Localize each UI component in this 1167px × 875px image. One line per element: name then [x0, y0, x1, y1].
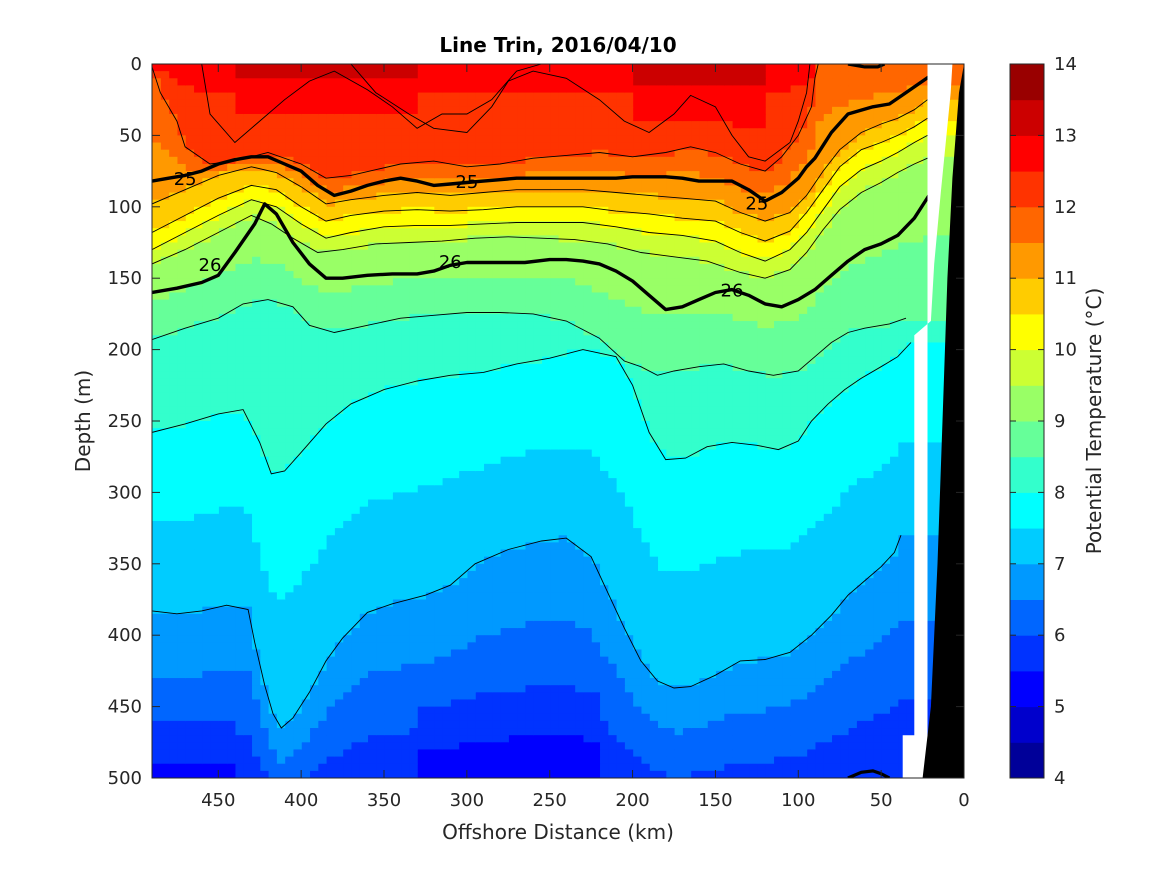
x-axis: 450 400 350 300 250 200 150 100 50 0 [201, 64, 970, 811]
isotherm-line [152, 342, 912, 475]
y-tick-label: 50 [119, 125, 142, 146]
colorbar-segment [1010, 742, 1044, 779]
y-tick-label: 400 [108, 625, 142, 646]
colorbar-tick-label: 7 [1054, 554, 1065, 575]
mask-layer [902, 64, 964, 778]
colorbar-segment [1010, 492, 1044, 529]
colorbar-segment [1010, 421, 1044, 458]
y-tick-label: 0 [131, 54, 142, 75]
colorbar-segment [1010, 349, 1044, 386]
colorbar-tick-label: 5 [1054, 697, 1065, 718]
colorbar-tick-label: 4 [1054, 768, 1065, 789]
isopycnal-label-26: 26 [721, 281, 744, 302]
isopycnal-26-line [152, 191, 933, 312]
seafloor-bathymetry [922, 64, 964, 778]
colorbar: 4 5 6 7 8 9 10 11 12 13 14 [1009, 54, 1077, 789]
colorbar-tick-label: 11 [1054, 268, 1077, 289]
isopycnal-label-26: 26 [439, 252, 462, 273]
isopycnal-label-25: 25 [455, 172, 478, 193]
y-tick-label: 500 [108, 768, 142, 789]
y-tick-label: 450 [108, 697, 142, 718]
y-axis: 0 50 100 150 200 250 300 350 400 450 500 [108, 54, 964, 789]
colorbar-segment [1010, 313, 1044, 351]
isopycnal-label-25: 25 [745, 194, 768, 215]
isotherm-line [152, 535, 902, 729]
plot-area: 25 25 25 26 26 26 [151, 63, 965, 779]
colorbar-segment [1010, 385, 1044, 422]
colorbar-segment [1010, 563, 1044, 600]
temperature-fill-layer [152, 64, 964, 778]
isopycnal-label-layer: 25 25 25 26 26 26 [174, 169, 769, 302]
x-tick-label: 450 [201, 790, 235, 811]
isotherm-line [152, 117, 928, 242]
colorbar-segment [1010, 206, 1044, 243]
x-tick-label: 50 [870, 790, 893, 811]
isopycnal-label-25: 25 [174, 169, 197, 190]
x-tick-label: 150 [698, 790, 732, 811]
colorbar-segment [1010, 528, 1044, 565]
y-tick-label: 200 [108, 340, 142, 361]
x-tick-label: 200 [615, 790, 649, 811]
x-axis-label: Offshore Distance (km) [442, 820, 674, 844]
isopycnal-layer [152, 73, 933, 312]
y-axis-label: Depth (m) [71, 370, 95, 472]
colorbar-tick-label: 13 [1054, 125, 1077, 146]
isopycnal-label-26: 26 [199, 255, 222, 276]
colorbar-segment [1010, 456, 1044, 493]
colorbar-segment [1010, 670, 1044, 708]
x-tick-label: 0 [958, 790, 969, 811]
colorbar-tick-label: 14 [1054, 54, 1077, 75]
isotherm-line [152, 135, 928, 262]
no-data-region [902, 64, 953, 778]
colorbar-segment [1010, 242, 1044, 279]
y-tick-label: 250 [108, 411, 142, 432]
x-tick-label: 250 [533, 790, 567, 811]
chart-title: Line Trin, 2016/04/10 [439, 33, 676, 57]
y-tick-label: 300 [108, 482, 142, 503]
colorbar-segment [1010, 278, 1044, 315]
colorbar-tick-label: 12 [1054, 197, 1077, 218]
colorbar-tick-label: 10 [1054, 340, 1077, 361]
isotherm-line [152, 299, 907, 376]
isotherm-line [201, 64, 542, 144]
y-tick-label: 150 [108, 268, 142, 289]
x-tick-label: 350 [367, 790, 401, 811]
colorbar-segment [1010, 99, 1044, 136]
y-tick-label: 350 [108, 554, 142, 575]
isotherm-line [152, 99, 928, 222]
colorbar-segment [1010, 135, 1044, 172]
colorbar-segment [1010, 635, 1044, 672]
colorbar-tick-label: 6 [1054, 625, 1065, 646]
colorbar-tick-label: 9 [1054, 411, 1065, 432]
colorbar-segment [1010, 706, 1044, 743]
colorbar-tick-label: 8 [1054, 482, 1065, 503]
colorbar-segment [1010, 599, 1044, 636]
x-tick-label: 300 [450, 790, 484, 811]
x-tick-label: 400 [284, 790, 318, 811]
colorbar-segment [1010, 64, 1044, 101]
y-tick-label: 100 [108, 197, 142, 218]
colorbar-segment [1010, 171, 1044, 208]
isotherm-line [350, 64, 811, 162]
isopycnal-fragment-bottom [847, 769, 891, 778]
x-tick-label: 100 [781, 790, 815, 811]
isopycnal-25-line [152, 73, 932, 203]
colorbar-label: Potential Temperature (°C) [1082, 288, 1106, 555]
